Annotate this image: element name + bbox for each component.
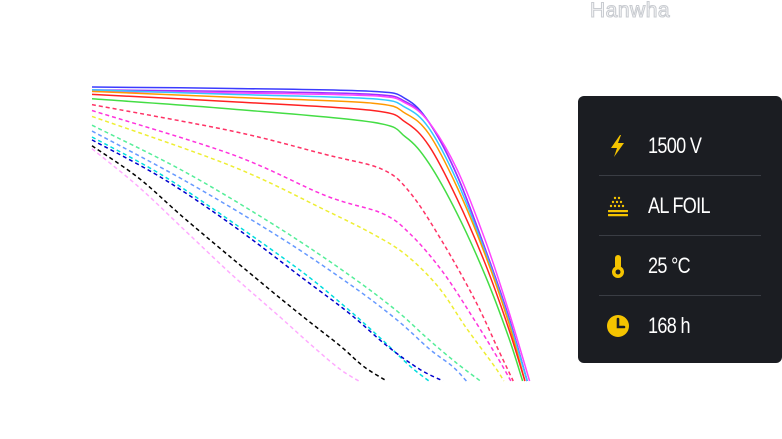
thermometer-icon [605,246,645,286]
condition-value: 25 °C [648,252,691,278]
iv-curve-chart [91,86,531,382]
series-line-9 [91,109,512,382]
series-line-7 [91,98,524,382]
lightning-bolt-icon [605,126,645,166]
clock-icon [605,306,645,346]
condition-row-duration: 168 h [599,296,761,356]
series-line-14 [91,139,444,382]
series-line-5 [91,90,526,382]
series-line-11 [91,124,481,382]
series-line-13 [91,136,430,382]
series-line-3 [91,90,531,382]
series-line-15 [91,145,388,382]
condition-value: 1500 V [648,132,702,158]
condition-value: AL FOIL [648,192,711,218]
series-layer [91,86,531,382]
series-line-2 [91,89,528,382]
series-line-4 [91,89,528,382]
series-line-12 [91,130,467,382]
al-foil-icon [605,186,645,226]
condition-row-voltage: 1500 V [599,116,761,176]
svg-text:Hanwha: Hanwha [590,0,670,22]
series-line-6 [91,93,526,382]
series-line-1 [91,86,528,382]
test-conditions-panel: 1500 V AL FOIL 25 °C [578,96,782,363]
condition-row-foil: AL FOIL [599,176,761,236]
series-line-16 [91,148,360,382]
hanwha-logo: Hanwha [590,0,670,22]
condition-row-temperature: 25 °C [599,236,761,296]
series-line-10 [91,115,505,382]
series-line-8 [91,103,514,382]
condition-value: 168 h [648,313,691,338]
